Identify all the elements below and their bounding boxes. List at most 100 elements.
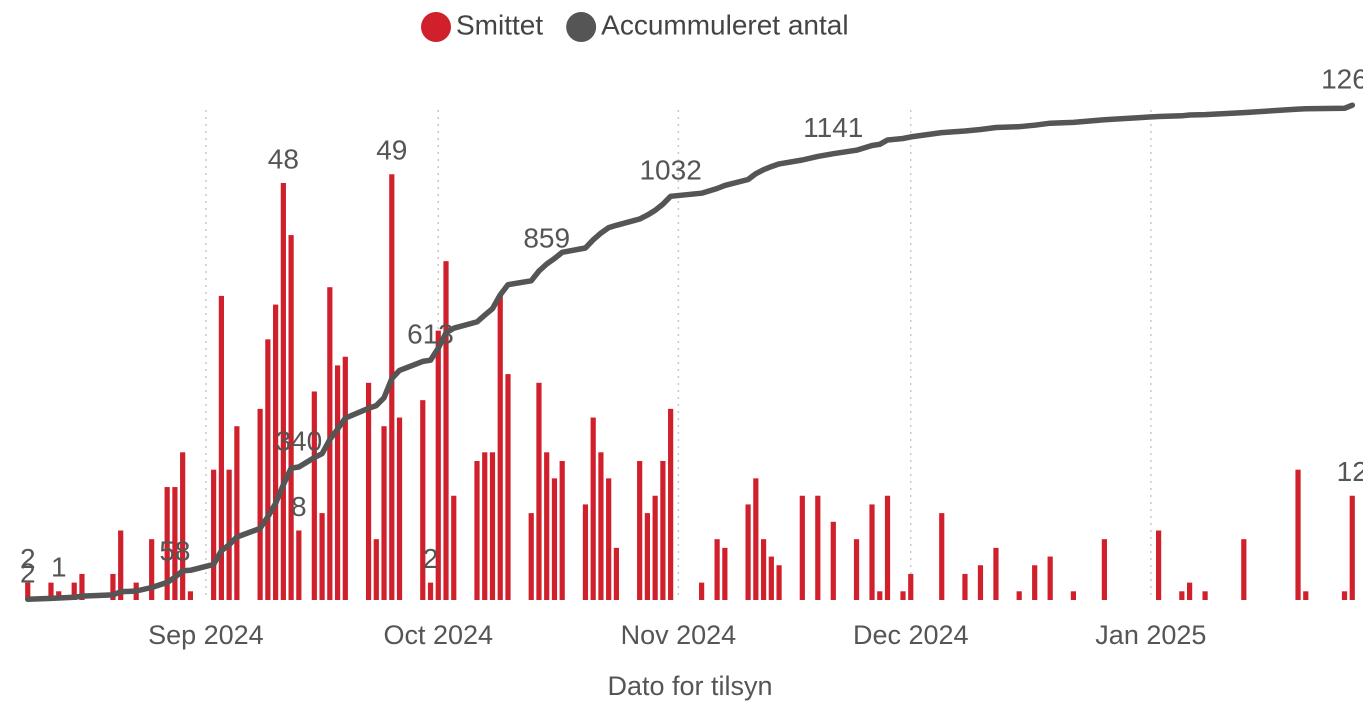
- bar: [71, 582, 77, 600]
- x-tick-label: Jan 2025: [1095, 620, 1206, 650]
- legend-label: Smittet: [456, 9, 543, 40]
- bar: [1241, 539, 1247, 600]
- bar: [551, 478, 558, 600]
- bar: [164, 487, 170, 600]
- data-label: 2: [20, 558, 36, 589]
- bar: [668, 408, 674, 600]
- bar: [149, 539, 155, 600]
- bar: [443, 261, 449, 600]
- bar: [590, 417, 596, 600]
- bar: [226, 469, 232, 600]
- bar: [753, 478, 759, 600]
- bar: [1202, 591, 1208, 600]
- bar: [830, 521, 836, 600]
- bar: [939, 513, 945, 600]
- x-axis-label: Dato for tilsyn: [607, 671, 772, 701]
- data-label: 859: [523, 222, 570, 253]
- bar: [365, 382, 372, 600]
- bar: [296, 530, 302, 600]
- data-label: 12: [1337, 456, 1363, 487]
- bar: [768, 556, 774, 600]
- bar: [396, 417, 403, 600]
- legend-marker: [566, 12, 597, 42]
- legend-marker: [421, 12, 451, 42]
- bar: [48, 582, 54, 600]
- bar: [211, 469, 217, 600]
- bar: [699, 582, 705, 600]
- bar: [389, 174, 395, 600]
- bar: [776, 565, 782, 600]
- bar: [234, 426, 240, 600]
- bar: [714, 539, 720, 600]
- bar: [536, 382, 542, 600]
- bar: [482, 452, 488, 600]
- bar: [273, 304, 279, 600]
- bar: [637, 460, 643, 600]
- data-label: 8: [291, 491, 307, 522]
- line: [24, 102, 1356, 602]
- bar: [1179, 591, 1185, 600]
- data-label: 1: [51, 552, 67, 583]
- bar: [660, 460, 666, 600]
- bar: [1101, 539, 1107, 600]
- bar: [1341, 591, 1348, 600]
- bar: [760, 539, 767, 600]
- bar: [25, 582, 31, 600]
- bar: [172, 487, 178, 600]
- bar: [180, 452, 186, 600]
- bar: [489, 452, 496, 600]
- bar: [280, 182, 286, 601]
- bar: [613, 547, 620, 600]
- bar: [1156, 530, 1162, 600]
- x-tick-label: Sep 2024: [148, 620, 264, 650]
- data-label: 1265: [1321, 64, 1363, 95]
- bar: [420, 400, 426, 600]
- data-label: 2: [20, 543, 36, 574]
- bar: [474, 460, 480, 600]
- bar: [559, 460, 565, 600]
- data-label: 2: [423, 543, 439, 574]
- bar: [1070, 591, 1077, 600]
- bar: [288, 235, 294, 600]
- bar: [1295, 469, 1301, 600]
- data-label: 340: [275, 425, 322, 456]
- bar: [497, 295, 503, 600]
- bar: [799, 495, 805, 600]
- bar: [869, 504, 875, 600]
- bar: [1303, 591, 1309, 600]
- bar: [900, 591, 906, 600]
- bar: [1349, 495, 1355, 600]
- bar: [977, 565, 984, 600]
- bar: [1032, 565, 1038, 600]
- data-label: 58: [159, 536, 190, 567]
- bar: [853, 539, 860, 600]
- bar: [884, 495, 891, 600]
- bar: [319, 513, 325, 600]
- bar: [644, 513, 650, 600]
- bar: [745, 504, 751, 600]
- bar: [427, 582, 434, 600]
- bar: [722, 547, 728, 600]
- bar: [110, 573, 116, 600]
- bar: [79, 573, 85, 600]
- data-label: 49: [376, 135, 407, 166]
- bar: [334, 365, 341, 600]
- x-tick-label: Nov 2024: [621, 620, 737, 650]
- data-label: 48: [268, 143, 299, 174]
- bar: [606, 478, 612, 600]
- bar: [815, 495, 821, 600]
- bar: [265, 339, 271, 600]
- bar: [118, 530, 124, 600]
- bar: [257, 408, 263, 600]
- bar: [342, 356, 348, 600]
- bar: [908, 573, 914, 600]
- data-label: 613: [407, 319, 454, 350]
- data-label: 1032: [639, 155, 701, 186]
- bar: [544, 452, 550, 600]
- bar: [652, 495, 658, 600]
- bar: [218, 295, 224, 600]
- bar: [311, 391, 317, 600]
- bar: [528, 513, 534, 600]
- bar: [451, 495, 457, 600]
